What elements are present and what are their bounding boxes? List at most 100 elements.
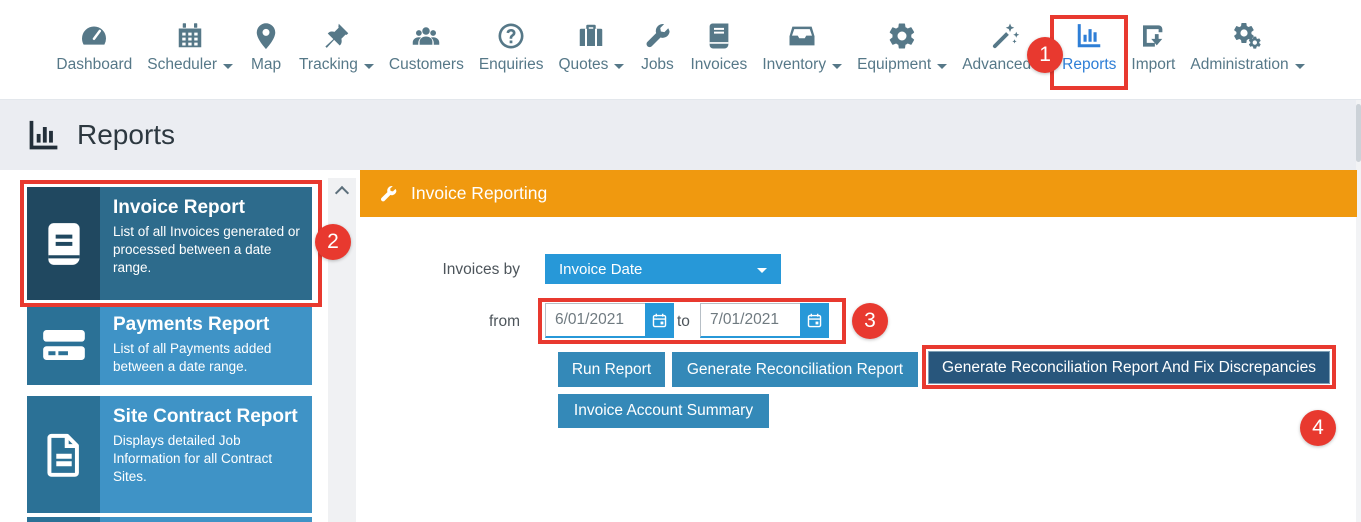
nav-item-map[interactable]: Map <box>248 21 284 74</box>
nav-label-quotes: Quotes <box>558 56 609 73</box>
card-title: Site Contract Report <box>113 406 298 427</box>
page-title: Reports <box>77 119 176 150</box>
nav-label-tracking: Tracking <box>299 56 358 73</box>
inbox-icon <box>787 21 817 51</box>
map-pin-icon <box>251 21 281 51</box>
main-nav: Dashboard Scheduler Map Tracking Custome… <box>0 0 1361 100</box>
bar-chart-icon <box>1074 21 1104 51</box>
question-circle-icon <box>496 21 526 51</box>
card-description: Displays detailed Job Information for al… <box>113 432 273 485</box>
chevron-down-icon <box>363 63 374 69</box>
date-from-input[interactable] <box>545 303 645 338</box>
card-description: List of all Payments added between a dat… <box>113 340 272 375</box>
annotation-badge-4: 4 <box>1300 410 1336 446</box>
nav-label-scheduler: Scheduler <box>147 56 218 73</box>
invoices-by-label: Invoices by <box>442 261 520 278</box>
chevron-down-icon <box>832 63 843 69</box>
nav-item-reports[interactable]: Reports <box>1050 15 1129 90</box>
gears-icon <box>1232 21 1262 51</box>
book-icon <box>39 219 89 269</box>
card-icon-area <box>27 304 100 385</box>
card-description: List of all Invoices generated or proces… <box>113 223 300 276</box>
nav-label-invoices: Invoices <box>690 56 748 73</box>
page-scrollbar[interactable] <box>1356 100 1361 522</box>
gauge-icon <box>79 21 109 51</box>
report-card-partial[interactable] <box>27 517 312 522</box>
page-scrollbar-thumb[interactable] <box>1356 104 1361 162</box>
nav-label-jobs: Jobs <box>641 56 674 73</box>
chevron-down-icon <box>1294 63 1305 69</box>
nav-label-enquiries: Enquiries <box>478 56 544 73</box>
nav-item-quotes[interactable]: Quotes <box>558 21 625 74</box>
chevron-down-icon <box>757 267 767 273</box>
card-icon-area <box>27 396 100 513</box>
card-body: Site Contract Report Displays detailed J… <box>100 396 312 513</box>
nav-item-invoices[interactable]: Invoices <box>690 21 747 74</box>
nav-item-equipment[interactable]: Equipment <box>857 21 948 74</box>
date-to-calendar-button[interactable] <box>800 303 829 338</box>
nav-item-scheduler[interactable]: Scheduler <box>147 21 234 74</box>
panel-header: Invoice Reporting <box>360 170 1357 217</box>
chevron-down-icon <box>614 63 625 69</box>
report-card-invoice-report[interactable]: Invoice Report List of all Invoices gene… <box>27 187 312 300</box>
date-from-group <box>545 303 674 338</box>
wrench-icon <box>642 21 672 51</box>
nav-item-inventory[interactable]: Inventory <box>762 21 843 74</box>
bar-chart-icon <box>25 117 62 154</box>
pushpin-icon <box>321 21 351 51</box>
annotation-badge-1: 1 <box>1027 37 1064 73</box>
report-card-payments-report[interactable]: Payments Report List of all Payments add… <box>27 304 312 385</box>
nav-item-administration[interactable]: Administration <box>1190 21 1305 74</box>
card-icon-area <box>27 517 100 522</box>
card-body <box>100 517 312 522</box>
chevron-down-icon <box>223 63 234 69</box>
generate-reconciliation-report-button[interactable]: Generate Reconciliation Report <box>672 352 918 387</box>
report-card-site-contract-report[interactable]: Site Contract Report Displays detailed J… <box>27 396 312 513</box>
run-report-button[interactable]: Run Report <box>558 352 665 387</box>
nav-item-customers[interactable]: Customers <box>389 21 464 74</box>
chevron-down-icon <box>937 63 948 69</box>
briefcase-icon <box>576 21 606 51</box>
invoices-by-dropdown[interactable]: Invoice Date <box>545 254 781 284</box>
card-title: Payments Report <box>113 314 270 335</box>
calendar-icon <box>651 312 668 329</box>
magic-wand-icon <box>990 21 1020 51</box>
nav-label-advanced: Advanced <box>962 56 1032 73</box>
annotation-badge-3: 3 <box>852 303 888 339</box>
nav-item-enquiries[interactable]: Enquiries <box>478 21 544 74</box>
nav-item-tracking[interactable]: Tracking <box>299 21 374 74</box>
nav-item-jobs[interactable]: Jobs <box>639 21 675 74</box>
date-from-calendar-button[interactable] <box>645 303 674 338</box>
invoice-account-summary-button[interactable]: Invoice Account Summary <box>558 394 769 428</box>
nav-item-advanced[interactable]: Advanced 1 <box>962 21 1064 74</box>
panel-title: Invoice Reporting <box>411 183 548 203</box>
to-label: to <box>677 313 690 330</box>
credit-card-icon <box>39 320 89 370</box>
calendar-icon <box>806 312 823 329</box>
date-to-input[interactable] <box>700 303 800 338</box>
date-to-group <box>700 303 829 338</box>
generate-reconciliation-fix-discrepancies-button[interactable]: Generate Reconciliation Report And Fix D… <box>928 351 1330 384</box>
card-body: Payments Report List of all Payments add… <box>100 304 312 385</box>
document-icon <box>39 430 89 480</box>
users-icon <box>411 21 441 51</box>
nav-label-inventory: Inventory <box>762 56 827 73</box>
import-icon <box>1138 21 1168 51</box>
book-icon <box>704 21 734 51</box>
calendar-icon <box>175 21 205 51</box>
card-title: Invoice Report <box>113 197 245 218</box>
nav-label-customers: Customers <box>388 56 464 73</box>
page-title-bar: Reports <box>0 100 1361 170</box>
nav-item-import[interactable]: Import <box>1131 21 1175 74</box>
card-body: Invoice Report List of all Invoices gene… <box>100 187 312 300</box>
annotation-badge-2: 2 <box>315 224 351 260</box>
gear-icon <box>887 21 917 51</box>
nav-item-dashboard[interactable]: Dashboard <box>56 21 132 74</box>
dropdown-selected-value: Invoice Date <box>559 260 643 278</box>
from-label: from <box>489 313 520 330</box>
nav-label-equipment: Equipment <box>857 56 932 73</box>
chevron-up-icon <box>334 185 350 201</box>
nav-label-dashboard: Dashboard <box>56 56 133 73</box>
nav-label-reports: Reports <box>1062 56 1117 73</box>
nav-label-import: Import <box>1131 56 1176 73</box>
